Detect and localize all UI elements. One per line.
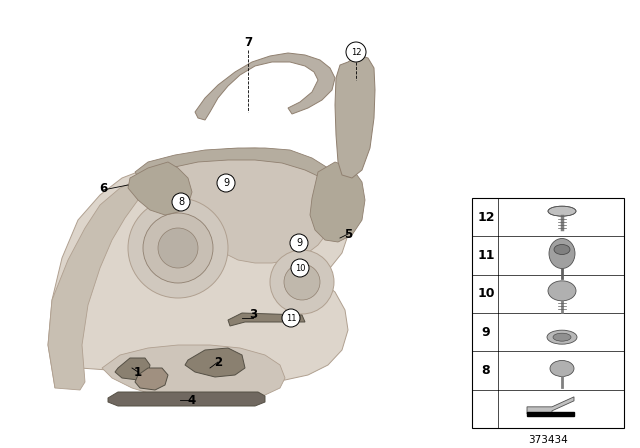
Text: 9: 9 bbox=[482, 326, 490, 339]
Text: 12: 12 bbox=[351, 47, 361, 56]
Text: 2: 2 bbox=[214, 356, 222, 369]
Text: 1: 1 bbox=[134, 366, 142, 379]
Ellipse shape bbox=[548, 206, 576, 216]
Text: 7: 7 bbox=[244, 35, 252, 48]
Text: 5: 5 bbox=[344, 228, 352, 241]
Circle shape bbox=[282, 309, 300, 327]
Text: 11: 11 bbox=[477, 249, 495, 262]
Ellipse shape bbox=[554, 245, 570, 254]
Polygon shape bbox=[527, 397, 574, 414]
Ellipse shape bbox=[548, 281, 576, 301]
Polygon shape bbox=[135, 148, 328, 180]
Text: 4: 4 bbox=[188, 393, 196, 406]
Ellipse shape bbox=[553, 333, 571, 341]
Circle shape bbox=[158, 228, 198, 268]
Polygon shape bbox=[335, 55, 375, 178]
Circle shape bbox=[143, 213, 213, 283]
Ellipse shape bbox=[550, 361, 574, 376]
Circle shape bbox=[270, 250, 334, 314]
Ellipse shape bbox=[547, 330, 577, 344]
Circle shape bbox=[290, 234, 308, 252]
Polygon shape bbox=[228, 313, 305, 326]
Polygon shape bbox=[310, 162, 365, 242]
Polygon shape bbox=[185, 348, 245, 377]
Text: 3: 3 bbox=[249, 307, 257, 320]
Polygon shape bbox=[48, 180, 148, 390]
Circle shape bbox=[217, 174, 235, 192]
Polygon shape bbox=[102, 345, 285, 402]
Polygon shape bbox=[115, 358, 150, 380]
Text: 11: 11 bbox=[285, 314, 296, 323]
Text: 9: 9 bbox=[296, 238, 302, 248]
Circle shape bbox=[346, 42, 366, 62]
Circle shape bbox=[284, 264, 320, 300]
Circle shape bbox=[128, 198, 228, 298]
Text: 12: 12 bbox=[477, 211, 495, 224]
Polygon shape bbox=[48, 153, 348, 388]
Text: 8: 8 bbox=[482, 364, 490, 377]
FancyBboxPatch shape bbox=[472, 198, 624, 428]
Polygon shape bbox=[527, 412, 574, 416]
Text: 6: 6 bbox=[99, 181, 107, 194]
Polygon shape bbox=[128, 162, 192, 215]
Polygon shape bbox=[140, 148, 336, 263]
Ellipse shape bbox=[549, 238, 575, 268]
Circle shape bbox=[291, 259, 309, 277]
Text: 9: 9 bbox=[223, 178, 229, 188]
Text: 8: 8 bbox=[178, 197, 184, 207]
Text: 10: 10 bbox=[295, 263, 305, 272]
Polygon shape bbox=[195, 53, 335, 120]
Circle shape bbox=[172, 193, 190, 211]
Text: 10: 10 bbox=[477, 287, 495, 300]
Polygon shape bbox=[135, 368, 168, 390]
Polygon shape bbox=[108, 392, 265, 406]
Text: 373434: 373434 bbox=[528, 435, 568, 445]
